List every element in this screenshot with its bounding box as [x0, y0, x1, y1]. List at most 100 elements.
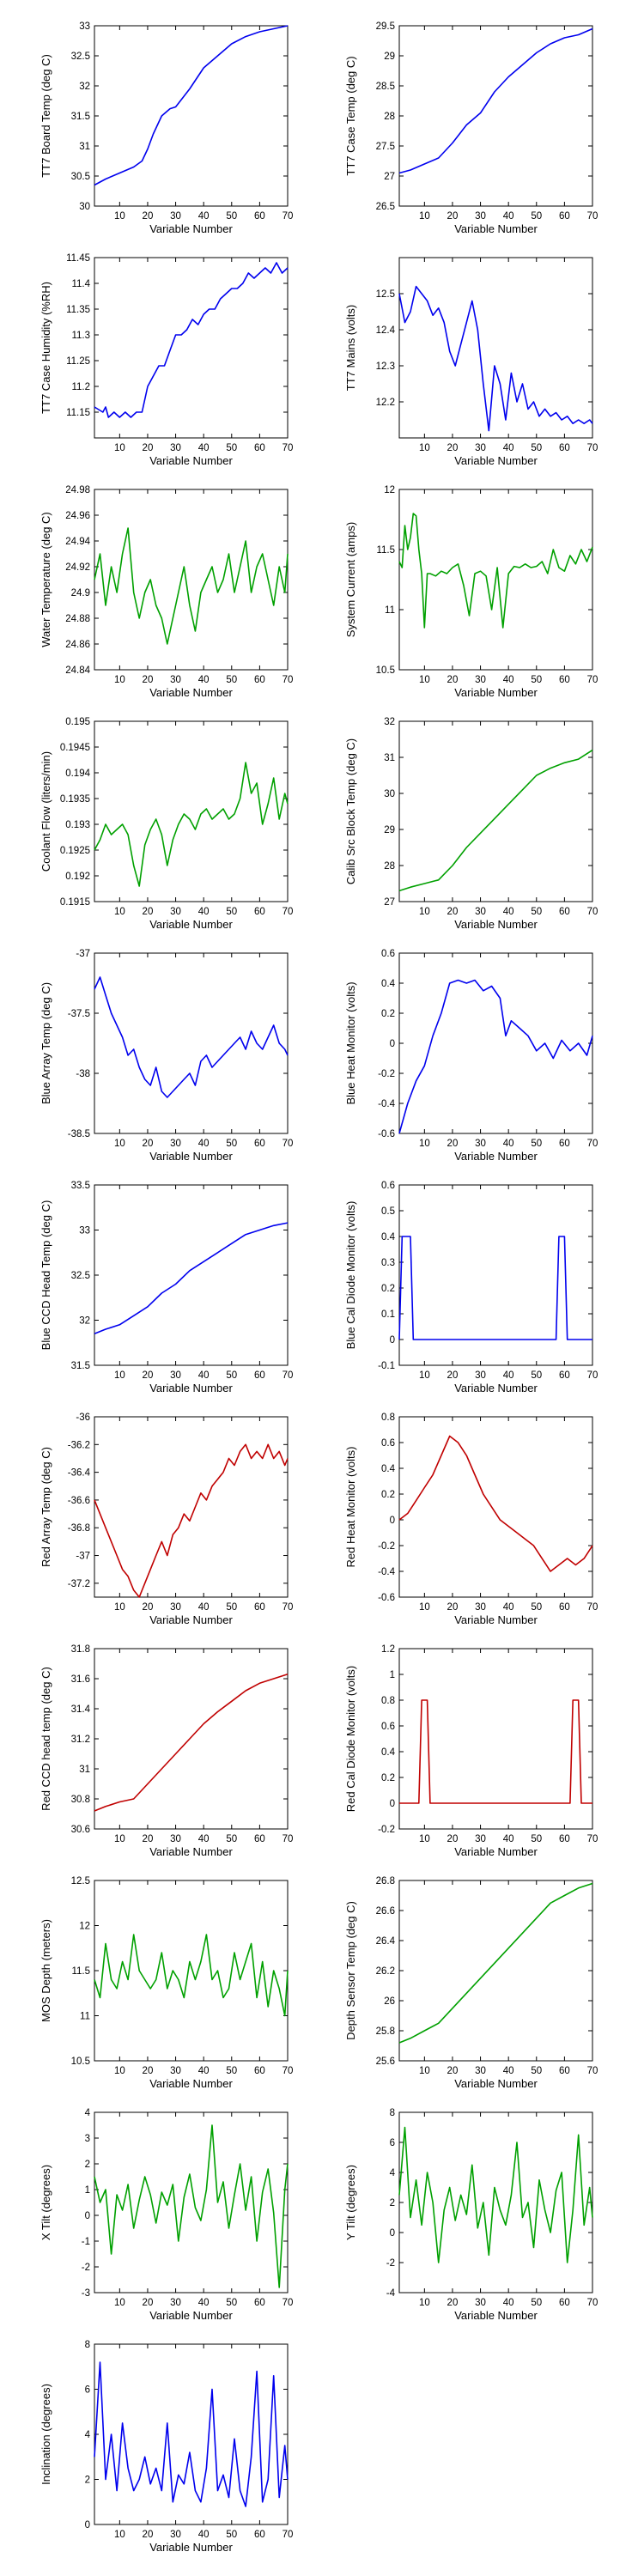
x-axis-label: Variable Number — [454, 1845, 538, 1858]
chart-panel: 10 20 30 40 50 60 70 -0.1 0 0.1 0.2 0.3 0.4 0.5 0.6 Var… — [344, 1181, 598, 1394]
series-line — [94, 262, 289, 418]
y-axis-label: Inclination (degrees) — [39, 2384, 52, 2485]
x-tick-label: 70 — [283, 443, 294, 453]
y-axis-label: Blue Heat Monitor (volts) — [344, 981, 357, 1104]
y-tick-label: 25.8 — [376, 2026, 395, 2037]
chart-panel: 10 20 30 40 50 60 70 -0.6 -0.4 -0.2 0 0.2 0.4 0.6 0.8 V… — [344, 1413, 598, 1626]
x-tick-label: 40 — [198, 1834, 210, 1844]
x-tick-label: 20 — [447, 907, 459, 917]
y-tick-label: 4 — [85, 2430, 91, 2440]
y-tick-label: 30.5 — [71, 172, 90, 182]
x-tick-label: 30 — [170, 675, 181, 685]
y-tick-label: 0 — [85, 2211, 90, 2221]
x-tick-label: 20 — [447, 1602, 459, 1613]
y-tick-label: -36.2 — [68, 1440, 90, 1450]
y-tick-label: 8 — [390, 2108, 395, 2118]
y-tick-label: 11.25 — [66, 356, 90, 367]
x-tick-label: 30 — [475, 1139, 486, 1149]
x-tick-label: 60 — [254, 675, 265, 685]
x-tick-label: 70 — [283, 211, 294, 222]
y-tick-label: 24.84 — [65, 665, 90, 676]
x-tick-label: 10 — [114, 1602, 125, 1613]
plot-frame — [94, 25, 289, 207]
x-tick-label: 60 — [254, 1139, 265, 1149]
y-tick-label: 31.2 — [71, 1735, 90, 1745]
y-tick-label: 28 — [384, 861, 395, 872]
plot-frame — [398, 1184, 593, 1366]
chart-panel: 10 20 30 40 50 60 70 -4 -2 0 2 4 6 8 Variable Number Y … — [344, 2108, 598, 2322]
y-tick-label: -36.4 — [68, 1468, 91, 1479]
chart-panel: 10 20 30 40 50 60 70 -0.2 0 0.2 0.4 0.6 0.8 1 1.2 Varia… — [344, 1644, 598, 1858]
y-tick-label: 30.8 — [71, 1795, 90, 1805]
x-tick-label: 30 — [170, 2298, 181, 2308]
x-tick-label: 20 — [143, 2530, 154, 2540]
x-tick-label: 70 — [283, 2298, 294, 2308]
y-tick-label: 0.4 — [381, 1747, 396, 1758]
x-tick-label: 50 — [226, 907, 237, 917]
x-axis-label: Variable Number — [149, 686, 233, 699]
y-tick-label: 12 — [384, 485, 395, 495]
x-tick-label: 50 — [531, 1139, 542, 1149]
x-tick-label: 20 — [447, 2298, 459, 2308]
x-tick-label: 10 — [419, 1834, 430, 1844]
y-tick-label: 26.8 — [376, 1876, 395, 1886]
y-tick-label: 31 — [79, 1765, 90, 1775]
y-tick-label: -2 — [82, 2263, 90, 2273]
chart-panel: 10 20 30 40 50 60 70 24.84 24.86 24.88 24.9 24.92 24… — [39, 485, 293, 699]
y-tick-label: 27 — [384, 172, 395, 182]
x-tick-label: 50 — [531, 675, 542, 685]
x-tick-label: 50 — [531, 2066, 542, 2076]
x-tick-label: 70 — [283, 907, 294, 917]
y-tick-label: 6 — [85, 2385, 90, 2396]
y-tick-label: 0.1935 — [60, 794, 90, 805]
x-tick-label: 70 — [587, 2066, 598, 2076]
y-tick-label: 0.5 — [381, 1206, 395, 1217]
x-tick-label: 70 — [587, 1834, 598, 1844]
x-tick-label: 70 — [283, 1139, 294, 1149]
y-tick-label: 0.1945 — [60, 743, 90, 753]
y-tick-label: 0.3 — [381, 1258, 395, 1268]
x-tick-label: 30 — [475, 907, 486, 917]
chart-panel: 10 20 30 40 50 60 70 10.5 11 11.5 12 Variable Numbe… — [344, 485, 598, 699]
x-tick-label: 20 — [143, 1834, 154, 1844]
y-tick-label: 31.8 — [71, 1644, 90, 1655]
y-tick-label: 11.5 — [71, 1966, 90, 1977]
x-axis-label: Variable Number — [454, 1613, 538, 1626]
y-tick-label: 30 — [79, 202, 90, 212]
y-tick-label: 12.5 — [376, 289, 395, 300]
y-tick-label: 0 — [390, 1799, 395, 1809]
x-tick-label: 70 — [587, 2298, 598, 2308]
y-tick-label: 0 — [85, 2520, 90, 2530]
x-tick-label: 60 — [254, 211, 265, 222]
x-axis-label: Variable Number — [454, 2309, 538, 2322]
y-tick-label: 31.5 — [71, 1361, 90, 1371]
y-axis-label: Coolant Flow (liters/min) — [39, 751, 52, 872]
x-tick-label: 10 — [114, 2298, 125, 2308]
chart-panel: 10 20 30 40 50 60 70 30.6 30.8 31 31.2 31.4 31.6 31.8… — [39, 1644, 293, 1858]
x-tick-label: 10 — [114, 2066, 125, 2076]
y-tick-label: 0.4 — [381, 1464, 396, 1474]
y-tick-label: 11.2 — [71, 382, 90, 392]
x-tick-label: 70 — [587, 1602, 598, 1613]
y-axis-label: Red CCD head temp (deg C) — [39, 1667, 52, 1811]
x-tick-label: 20 — [143, 2066, 154, 2076]
y-tick-label: 29 — [384, 825, 395, 835]
x-tick-label: 50 — [226, 2530, 237, 2540]
x-tick-label: 60 — [559, 1834, 570, 1844]
series-line — [94, 762, 289, 887]
y-tick-label: -0.2 — [378, 1825, 395, 1835]
x-tick-label: 50 — [531, 443, 542, 453]
y-tick-label: -0.4 — [378, 1099, 395, 1109]
plot-frame — [398, 1648, 593, 1830]
x-tick-label: 50 — [531, 1602, 542, 1613]
y-axis-label: Y Tilt (degrees) — [344, 2165, 357, 2240]
series-line — [94, 2124, 289, 2288]
series-line — [398, 1882, 593, 2044]
chart-panel: 10 20 30 40 50 60 70 0.1915 0.192 0.1925 0.193 0.19… — [39, 717, 293, 931]
x-tick-label: 10 — [114, 211, 125, 222]
series-line — [94, 2361, 289, 2507]
y-tick-label: 11.4 — [71, 279, 90, 289]
x-axis-label: Variable Number — [454, 222, 538, 235]
y-tick-label: 26.4 — [376, 1936, 396, 1947]
series-line — [94, 1934, 289, 2017]
